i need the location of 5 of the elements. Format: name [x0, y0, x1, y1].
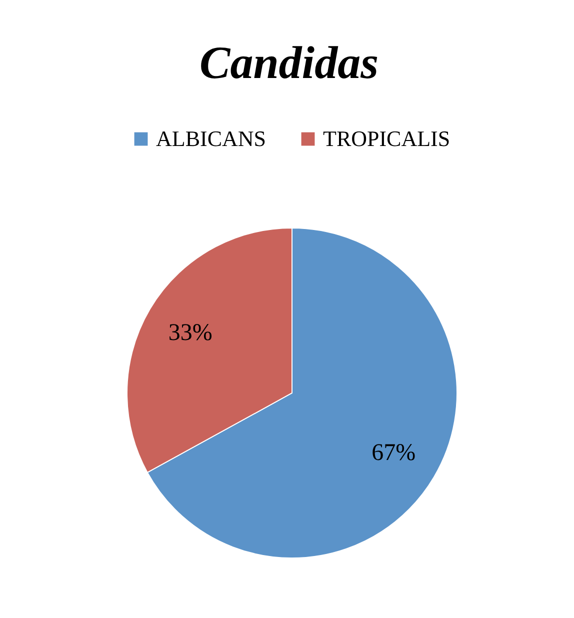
- legend-label: ALBICANS: [156, 126, 266, 151]
- chart-title: Candidas: [200, 37, 378, 88]
- data-label: 33%: [168, 320, 212, 346]
- data-label: 67%: [372, 440, 416, 466]
- legend-label: TROPICALIS: [323, 126, 450, 151]
